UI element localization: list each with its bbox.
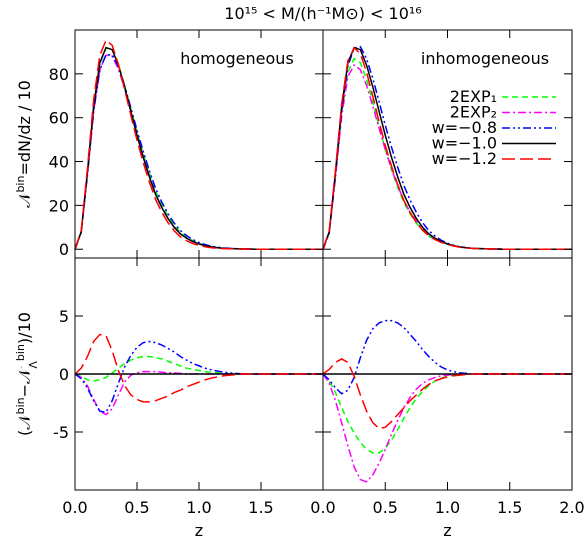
series-line bbox=[74, 46, 323, 250]
series-line bbox=[74, 370, 323, 416]
annotation: inhomogeneous bbox=[421, 49, 549, 68]
series-line bbox=[322, 319, 572, 395]
legend-label: w=−1.2 bbox=[432, 149, 497, 168]
x-tick-label: 1.5 bbox=[248, 498, 273, 517]
axis-label-part: (𝒩 bbox=[15, 412, 34, 436]
series-line bbox=[322, 46, 572, 250]
y-tick-label: 40 bbox=[49, 153, 69, 172]
plot-area bbox=[322, 45, 572, 250]
x-tick-label: 1.5 bbox=[497, 498, 522, 517]
plot-area bbox=[74, 39, 323, 250]
legend-label: 2EXP₁ bbox=[450, 87, 497, 106]
series-line bbox=[74, 340, 323, 414]
axis-label-part: Λ bbox=[27, 361, 40, 369]
series-line bbox=[74, 47, 323, 250]
y-tick-label: 60 bbox=[49, 109, 69, 128]
series-line bbox=[74, 39, 323, 250]
axis-label-part: −𝒩 bbox=[15, 366, 34, 397]
series-line bbox=[74, 333, 323, 403]
legend-label: 2EXP₂ bbox=[450, 103, 497, 122]
series-line bbox=[322, 57, 572, 250]
series-line bbox=[74, 54, 323, 250]
axis-label-part: bin bbox=[14, 397, 27, 414]
legend-label: w=−0.8 bbox=[432, 118, 497, 137]
y-tick-label: -5 bbox=[53, 423, 69, 442]
y-tick-label: 5 bbox=[59, 307, 69, 326]
x-tick-label: 1.0 bbox=[435, 498, 460, 517]
axis-label-part: )/10 bbox=[15, 312, 34, 344]
axis-label-part: bin bbox=[14, 176, 27, 193]
x-tick-label: 0.5 bbox=[124, 498, 149, 517]
axis-label: (𝒩bin−𝒩Λbin)/10 bbox=[14, 312, 40, 436]
axis-label-part: 𝒩 bbox=[15, 190, 34, 208]
axis-label-part: =dN/dz / 10 bbox=[15, 80, 34, 175]
annotation: homogeneous bbox=[180, 49, 294, 68]
chart-title: 10¹⁵ < M/(h⁻¹M⊙) < 10¹⁶ bbox=[224, 4, 421, 23]
x-tick-label: 0.0 bbox=[310, 498, 335, 517]
series-line bbox=[74, 54, 323, 250]
series-line bbox=[322, 373, 572, 483]
x-tick-label: 0.5 bbox=[373, 498, 398, 517]
y-tick-label: 20 bbox=[49, 196, 69, 215]
plot-area bbox=[322, 319, 572, 483]
y-tick-label: 80 bbox=[49, 65, 69, 84]
series-line bbox=[322, 358, 572, 430]
plot-area bbox=[74, 333, 323, 416]
series-line bbox=[74, 355, 323, 382]
x-axis-label: z bbox=[195, 521, 203, 540]
y-tick-label: 0 bbox=[59, 240, 69, 259]
x-tick-label: 0.0 bbox=[62, 498, 87, 517]
legend-label: w=−1.0 bbox=[432, 134, 497, 153]
axis-label: 𝒩bin=dN/dz / 10 bbox=[14, 80, 35, 208]
x-tick-label: 2.0 bbox=[559, 498, 584, 517]
axis-label-part: bin bbox=[14, 344, 27, 361]
x-axis-label: z bbox=[443, 521, 451, 540]
x-tick-label: 1.0 bbox=[186, 498, 211, 517]
y-tick-label: 0 bbox=[59, 365, 69, 384]
series-line bbox=[322, 373, 572, 454]
series-line bbox=[322, 46, 572, 250]
